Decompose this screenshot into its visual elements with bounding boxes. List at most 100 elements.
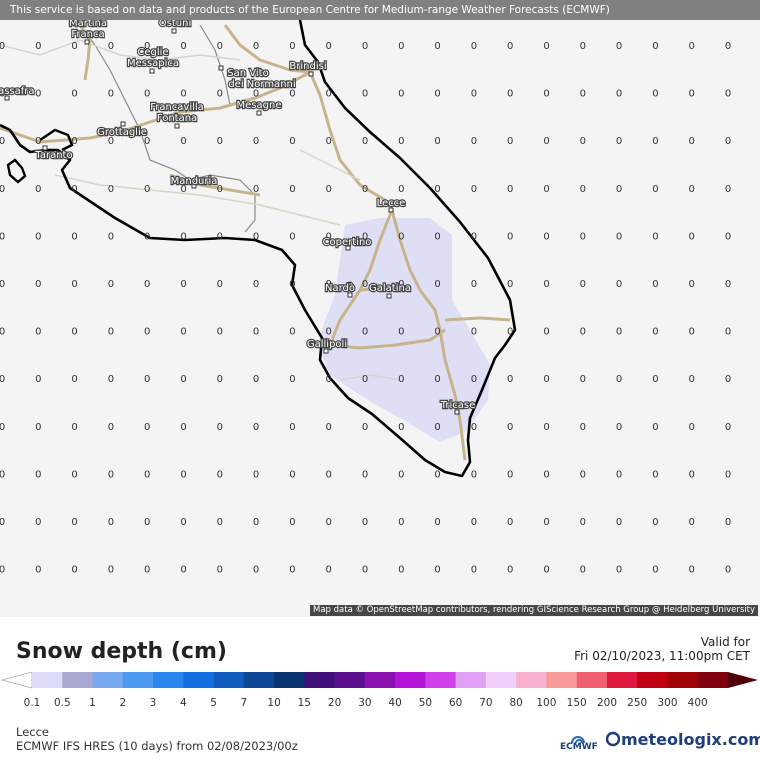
grid-value: 0 <box>362 422 368 433</box>
grid-value: 0 <box>471 565 477 576</box>
grid-value: 0 <box>616 327 622 338</box>
valid-label: Valid for <box>700 635 750 649</box>
grid-value: 0 <box>725 136 731 147</box>
grid-value: 0 <box>0 279 5 290</box>
grid-value: 0 <box>434 41 440 52</box>
city-gallipoli: Gallipoli <box>307 339 347 350</box>
grid-value: 0 <box>253 422 259 433</box>
grid-value: 0 <box>35 279 41 290</box>
grid-value: 0 <box>398 422 404 433</box>
grid-value: 0 <box>471 231 477 242</box>
grid-value: 0 <box>362 184 368 195</box>
grid-value: 0 <box>71 41 77 52</box>
color-scale-box <box>304 672 335 688</box>
map-attribution[interactable]: Map data © OpenStreetMap contributors, r… <box>310 605 758 616</box>
grid-value: 0 <box>217 41 223 52</box>
grid-value: 0 <box>144 89 150 100</box>
grid-value: 0 <box>543 231 549 242</box>
grid-value: 0 <box>326 279 332 290</box>
grid-value: 0 <box>507 327 513 338</box>
grid-value: 0 <box>108 89 114 100</box>
color-scale-box <box>576 672 608 688</box>
ecmwf-notice: This service is based on data and produc… <box>0 0 760 20</box>
grid-value: 0 <box>616 136 622 147</box>
grid-value: 0 <box>725 517 731 528</box>
grid-value: 0 <box>689 184 695 195</box>
grid-value: 0 <box>434 136 440 147</box>
legend-panel: Snow depth (cm) Valid for Fri 02/10/2023… <box>0 617 760 760</box>
grid-value: 0 <box>398 89 404 100</box>
color-scale-label: 60 <box>449 697 463 709</box>
color-scale-box <box>637 672 668 688</box>
grid-value: 0 <box>217 517 223 528</box>
grid-value: 0 <box>217 374 223 385</box>
grid-value: 0 <box>398 469 404 480</box>
grid-value: 0 <box>180 89 186 100</box>
grid-value: 0 <box>652 517 658 528</box>
color-scale-label: 2 <box>119 697 127 709</box>
grid-value: 0 <box>0 565 5 576</box>
color-scale-labels: 0.1 0.5 1 2 3 4 5 7 10 15 20 30 40 50 60 70 80 100 150 200 2… <box>0 697 760 713</box>
grid-value: 0 <box>180 517 186 528</box>
grid-value: 0 <box>689 469 695 480</box>
grid-value: 0 <box>543 374 549 385</box>
grid-value: 0 <box>362 517 368 528</box>
city-taranto: Taranto <box>34 150 72 161</box>
grid-value: 0 <box>725 41 731 52</box>
grid-value: 0 <box>289 517 295 528</box>
grid-value: 0 <box>0 89 5 100</box>
grid-value: 0 <box>35 136 41 147</box>
grid-value: 0 <box>217 565 223 576</box>
grid-value: 0 <box>471 41 477 52</box>
color-scale-box <box>364 672 396 688</box>
grid-value: 0 <box>507 89 513 100</box>
grid-value: 0 <box>580 279 586 290</box>
grid-value: 0 <box>616 565 622 576</box>
grid-value: 0 <box>108 327 114 338</box>
grid-value: 0 <box>180 374 186 385</box>
color-scale-box <box>667 672 699 688</box>
grid-value: 0 <box>180 327 186 338</box>
grid-value: 0 <box>507 279 513 290</box>
grid-value: 0 <box>689 231 695 242</box>
color-scale-box <box>425 672 456 688</box>
color-scale-label: 400 <box>687 697 708 709</box>
grid-value: 0 <box>144 517 150 528</box>
color-scale-label: 1 <box>89 697 96 709</box>
grid-value: 0 <box>471 136 477 147</box>
grid-value: 0 <box>108 279 114 290</box>
meteologix-brand[interactable]: meteologix.com <box>621 730 760 749</box>
color-scale-box <box>153 672 184 688</box>
map-canvas[interactable]: 0 0 0 0 0 0 0 0 0 0 0 0 0 0 0 0 0 0 0 0 0 0 0 0 0 0 0 0 0 0 0 0 0 0 0 0 0 0 0 0… <box>0 0 760 617</box>
grid-value: 0 <box>144 279 150 290</box>
grid-value: 0 <box>362 136 368 147</box>
grid-value: 0 <box>434 469 440 480</box>
grid-value: 0 <box>689 279 695 290</box>
grid-value: 0 <box>543 279 549 290</box>
grid-value: 0 <box>71 469 77 480</box>
grid-value: 0 <box>289 422 295 433</box>
grid-value: 0 <box>725 231 731 242</box>
grid-value: 0 <box>398 231 404 242</box>
grid-value: 0 <box>471 327 477 338</box>
grid-value: 0 <box>35 41 41 52</box>
grid-value: 0 <box>217 279 223 290</box>
grid-value: 0 <box>71 136 77 147</box>
grid-value: 0 <box>0 374 5 385</box>
color-scale-label: 0.1 <box>23 697 41 709</box>
grid-value: 0 <box>253 41 259 52</box>
color-scale-label: 250 <box>627 697 648 709</box>
snow-depth-area <box>318 218 490 442</box>
coastline-taranto <box>6 158 27 184</box>
grid-value: 0 <box>144 184 150 195</box>
color-scale-box <box>546 672 577 688</box>
grid-value: 0 <box>543 422 549 433</box>
map-panel[interactable]: 0 0 0 0 0 0 0 0 0 0 0 0 0 0 0 0 0 0 0 0 0 0 0 0 0 0 0 0 0 0 0 0 0 0 0 0 0 0 0 0… <box>0 0 760 617</box>
grid-value: 0 <box>398 327 404 338</box>
grid-value: 0 <box>434 327 440 338</box>
grid-value: 0 <box>434 374 440 385</box>
color-scale-label: 5 <box>210 697 217 709</box>
grid-value: 0 <box>108 41 114 52</box>
grid-value: 0 <box>652 374 658 385</box>
color-scale-label: 15 <box>297 697 311 709</box>
